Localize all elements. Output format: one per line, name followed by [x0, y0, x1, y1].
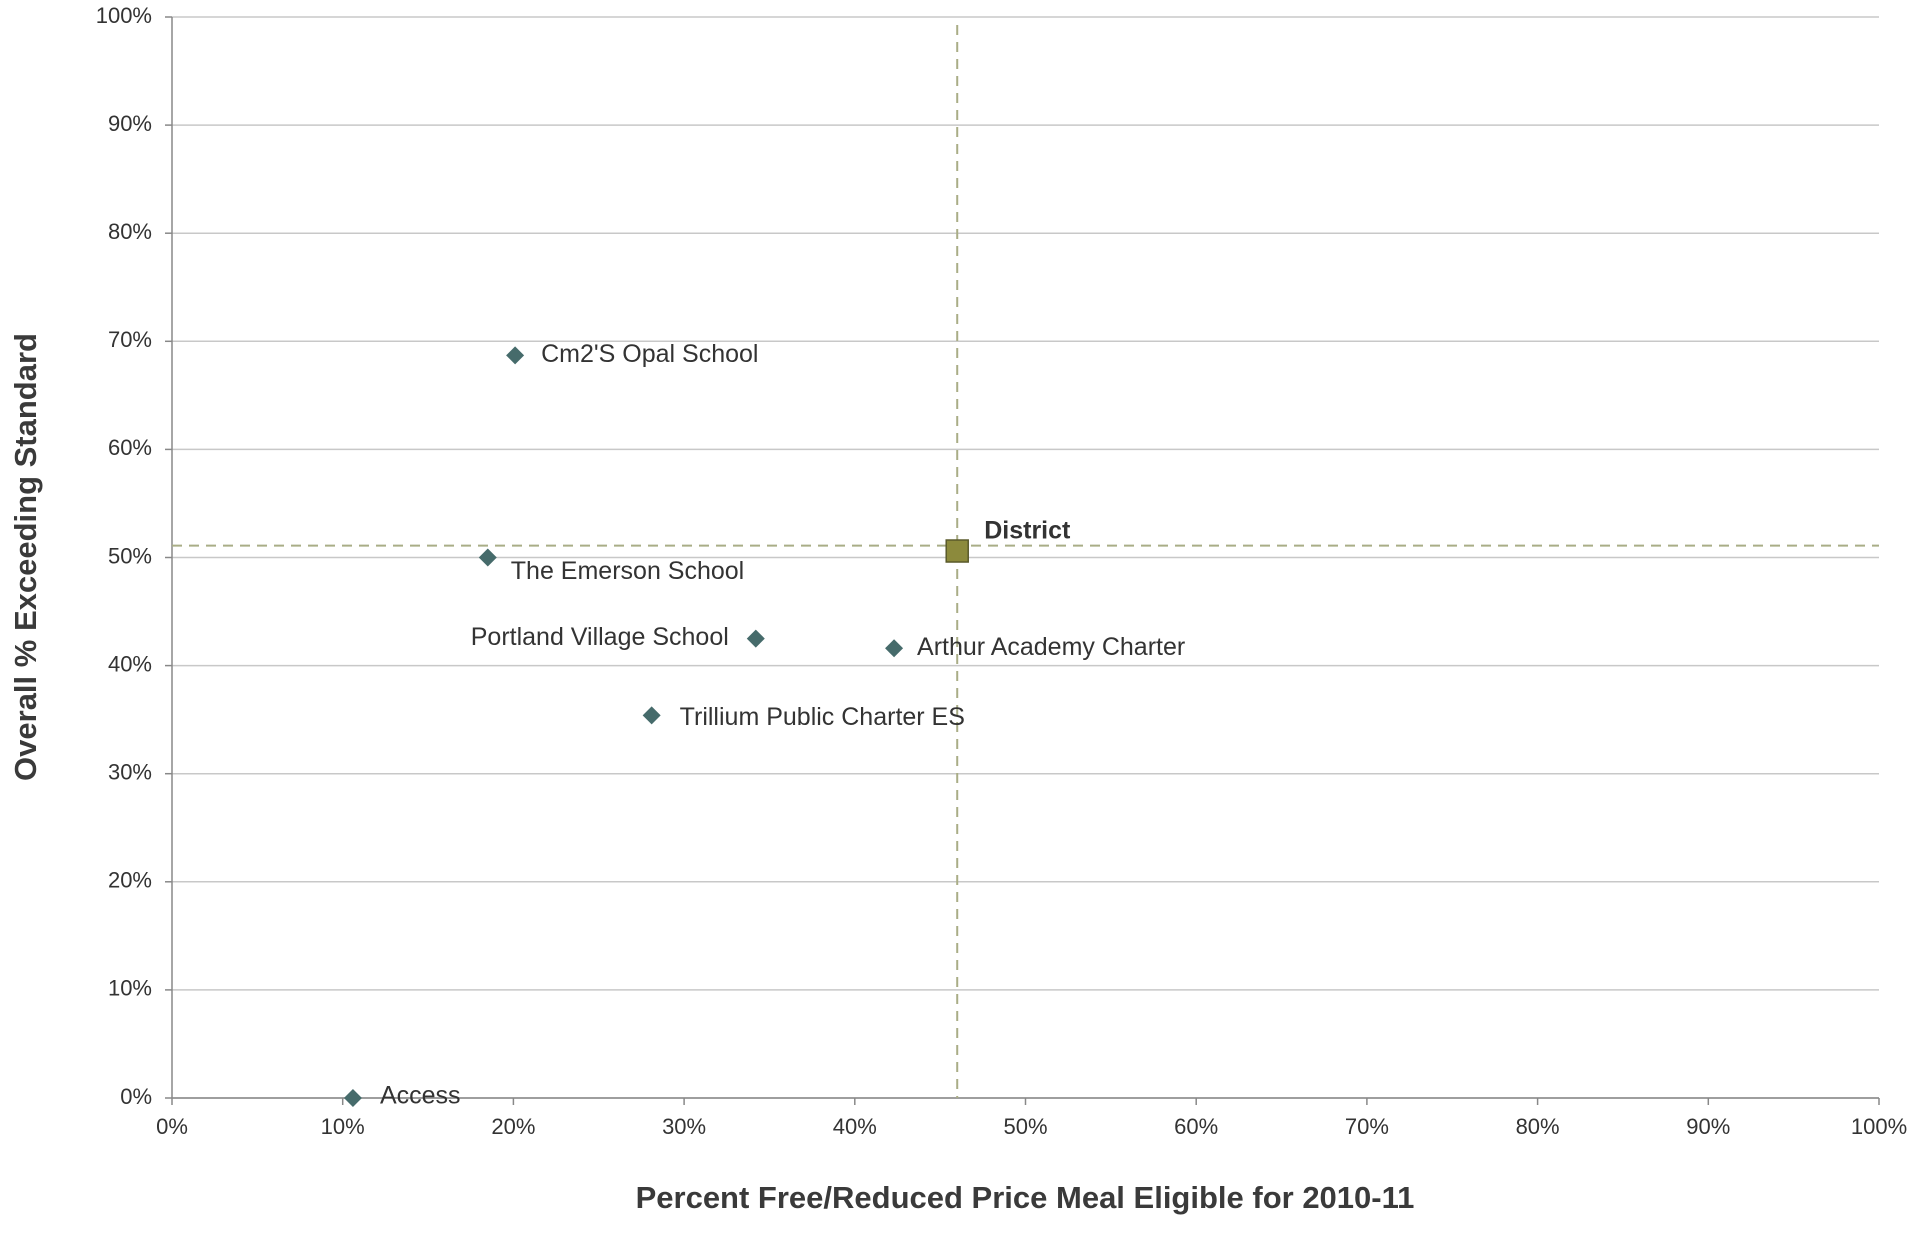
y-tick-label: 70% — [108, 327, 152, 352]
y-tick-label: 10% — [108, 976, 152, 1001]
point — [506, 346, 525, 365]
x-tick-label: 60% — [1174, 1114, 1218, 1139]
y-tick-label: 90% — [108, 111, 152, 136]
point-label: The Emerson School — [511, 557, 744, 585]
x-tick-label: 30% — [662, 1114, 706, 1139]
point-label: Access — [380, 1082, 461, 1110]
y-tick-label: 0% — [120, 1084, 152, 1109]
point-label: Portland Village School — [471, 623, 729, 651]
point-label: Trillium Public Charter ES — [680, 703, 965, 731]
y-tick-label: 50% — [108, 543, 152, 568]
x-tick-label: 40% — [833, 1114, 877, 1139]
y-tick-label: 40% — [108, 651, 152, 676]
y-tick-label: 30% — [108, 760, 152, 785]
x-tick-label: 10% — [321, 1114, 365, 1139]
y-tick-label: 100% — [96, 3, 152, 28]
point-label: Arthur Academy Charter — [917, 633, 1185, 661]
point — [746, 629, 765, 648]
x-tick-label: 90% — [1686, 1114, 1730, 1139]
x-tick-label: 50% — [1003, 1114, 1047, 1139]
x-axis-label: Percent Free/Reduced Price Meal Eligible… — [636, 1180, 1415, 1215]
point — [642, 706, 661, 725]
x-tick-label: 100% — [1851, 1114, 1907, 1139]
y-tick-label: 80% — [108, 219, 152, 244]
x-tick-label: 0% — [156, 1114, 188, 1139]
point-label: Cm2'S Opal School — [541, 340, 758, 368]
x-tick-label: 80% — [1516, 1114, 1560, 1139]
y-tick-label: 20% — [108, 868, 152, 893]
point — [885, 639, 904, 658]
district-point — [945, 539, 969, 563]
y-tick-label: 60% — [108, 435, 152, 460]
district-label: District — [984, 517, 1071, 545]
point — [343, 1089, 362, 1107]
x-tick-label: 70% — [1345, 1114, 1389, 1139]
y-axis-label: Overall % Exceeding Standard — [8, 333, 43, 781]
x-tick-label: 20% — [491, 1114, 535, 1139]
point — [478, 548, 497, 567]
